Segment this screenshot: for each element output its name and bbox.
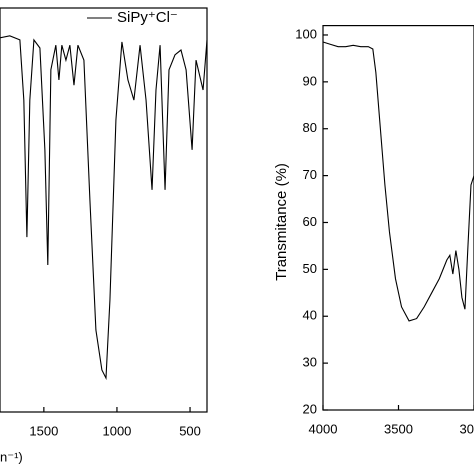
x-tick-label: 500	[179, 423, 201, 438]
y-tick-label: 90	[303, 73, 317, 88]
y-tick-label: 20	[303, 401, 317, 416]
plot-frame	[0, 7, 208, 413]
y-tick-label: 60	[303, 214, 317, 229]
x-tick-label: 3500	[384, 421, 413, 436]
x-tick-label: 1500	[29, 423, 58, 438]
x-tick-label: 1000	[102, 423, 131, 438]
plot-frame	[322, 25, 474, 411]
spectrum-line	[0, 35, 208, 381]
x-tick-label: 3000	[460, 421, 474, 436]
y-tick-label: 40	[303, 308, 317, 323]
y-tick-label: 70	[303, 167, 317, 182]
y-tick-label: 100	[295, 26, 317, 41]
legend-label: SiPy⁺Cl⁻	[117, 9, 178, 26]
y-tick-label: 80	[303, 120, 317, 135]
spectrum-line	[322, 41, 474, 322]
y-tick-label: 50	[303, 261, 317, 276]
x-tick-label: 4000	[309, 421, 338, 436]
y-axis-label: Transmitance (%)	[273, 163, 290, 281]
y-tick-label: 30	[303, 355, 317, 370]
x-axis-label: n⁻¹)	[0, 449, 23, 464]
